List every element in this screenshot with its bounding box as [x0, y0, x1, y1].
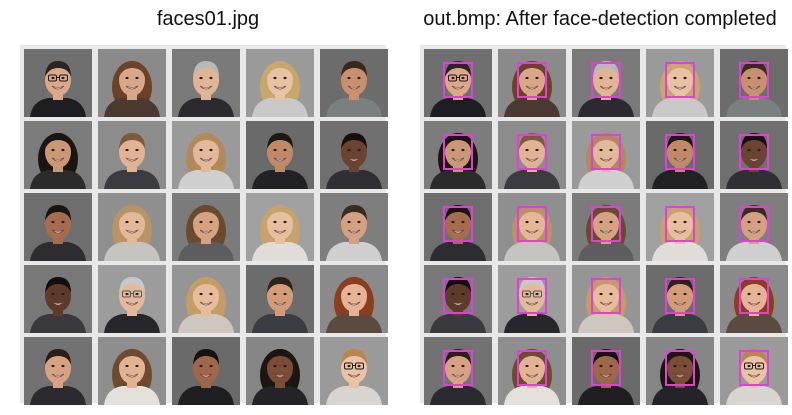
face-detection-box: [443, 278, 473, 314]
portrait: [246, 193, 314, 261]
face-detection-box: [517, 62, 547, 98]
detected-portrait: [720, 193, 788, 261]
detected-portrait: [720, 121, 788, 189]
portrait: [172, 121, 240, 189]
portrait: [246, 265, 314, 333]
portrait: [98, 337, 166, 405]
detected-portrait: [572, 49, 640, 117]
detected-portrait: [572, 337, 640, 405]
detected-portrait: [646, 337, 714, 405]
face-detection-box: [517, 134, 547, 170]
detected-portrait: [572, 193, 640, 261]
face-detection-box: [739, 134, 769, 170]
detected-portrait: [424, 193, 492, 261]
detected-portrait: [424, 337, 492, 405]
face-detection-box: [443, 134, 473, 170]
face-detection-box: [591, 62, 621, 98]
face-detection-box: [517, 350, 547, 386]
face-detection-box: [517, 206, 547, 242]
detected-portrait: [424, 121, 492, 189]
original-photo-grid: [20, 45, 388, 405]
portrait: [320, 337, 388, 405]
portrait: [24, 337, 92, 405]
face-detection-box: [739, 206, 769, 242]
face-detection-box: [591, 206, 621, 242]
portrait: [246, 49, 314, 117]
detected-portrait: [498, 49, 566, 117]
detected-portrait: [720, 49, 788, 117]
detected-portrait: [572, 121, 640, 189]
portrait: [24, 265, 92, 333]
face-detection-box: [665, 62, 695, 98]
detected-portrait: [646, 193, 714, 261]
face-detection-box: [443, 62, 473, 98]
portrait: [98, 265, 166, 333]
portrait: [172, 337, 240, 405]
face-detection-box: [517, 278, 547, 314]
portrait: [172, 265, 240, 333]
face-detection-box: [443, 350, 473, 386]
detected-photo-grid: [420, 45, 788, 405]
portrait: [24, 193, 92, 261]
detected-portrait: [498, 337, 566, 405]
portrait: [320, 121, 388, 189]
portrait: [320, 193, 388, 261]
detected-portrait: [646, 265, 714, 333]
portrait: [24, 49, 92, 117]
face-detection-box: [665, 350, 695, 386]
face-detection-box: [591, 278, 621, 314]
left-panel-title: faces01.jpg: [156, 8, 260, 30]
detected-portrait: [498, 121, 566, 189]
face-detection-box: [739, 62, 769, 98]
portrait: [98, 121, 166, 189]
face-detection-box: [665, 278, 695, 314]
face-detection-box: [665, 134, 695, 170]
detected-portrait: [720, 337, 788, 405]
face-detection-box: [591, 350, 621, 386]
portrait: [98, 49, 166, 117]
detected-portrait: [646, 121, 714, 189]
face-detection-box: [739, 350, 769, 386]
portrait: [246, 337, 314, 405]
portrait: [320, 265, 388, 333]
right-panel-title: out.bmp: After face-detection completed: [423, 8, 777, 30]
detected-portrait: [498, 265, 566, 333]
face-detection-box: [739, 278, 769, 314]
detected-portrait: [572, 265, 640, 333]
face-detection-box: [443, 206, 473, 242]
portrait: [246, 121, 314, 189]
face-detection-box: [591, 134, 621, 170]
face-detection-box: [665, 206, 695, 242]
portrait: [320, 49, 388, 117]
portrait: [24, 121, 92, 189]
detected-portrait: [424, 265, 492, 333]
detected-portrait: [498, 193, 566, 261]
portrait: [98, 193, 166, 261]
portrait: [172, 49, 240, 117]
detected-portrait: [424, 49, 492, 117]
detected-portrait: [720, 265, 788, 333]
portrait: [172, 193, 240, 261]
detected-portrait: [646, 49, 714, 117]
